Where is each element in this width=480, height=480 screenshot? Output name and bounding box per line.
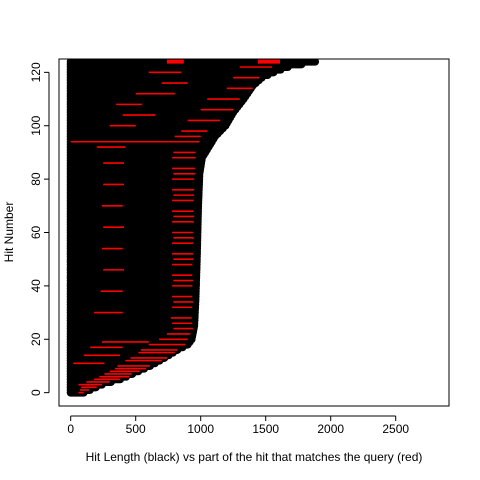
- x-tick-label: 2500: [382, 422, 409, 436]
- y-axis: 0 20 40 60 80 100 120: [29, 62, 49, 396]
- y-tick-label: 20: [29, 332, 43, 346]
- x-axis: 0 500 1000 1500 2000 2500: [67, 416, 409, 436]
- y-tick-label: 120: [29, 62, 43, 82]
- y-tick-label: 40: [29, 279, 43, 293]
- y-tick-label: 60: [29, 226, 43, 240]
- x-tick-label: 1500: [252, 422, 279, 436]
- x-tick-label: 1000: [187, 422, 214, 436]
- y-axis-title: Hit Number: [2, 202, 16, 263]
- y-tick-label: 80: [29, 172, 43, 186]
- y-tick-label: 0: [29, 389, 43, 396]
- x-axis-title: Hit Length (black) vs part of the hit th…: [86, 450, 423, 464]
- y-tick-label: 100: [29, 115, 43, 135]
- x-tick-label: 0: [67, 422, 74, 436]
- x-tick-label: 2000: [317, 422, 344, 436]
- x-tick-label: 500: [126, 422, 146, 436]
